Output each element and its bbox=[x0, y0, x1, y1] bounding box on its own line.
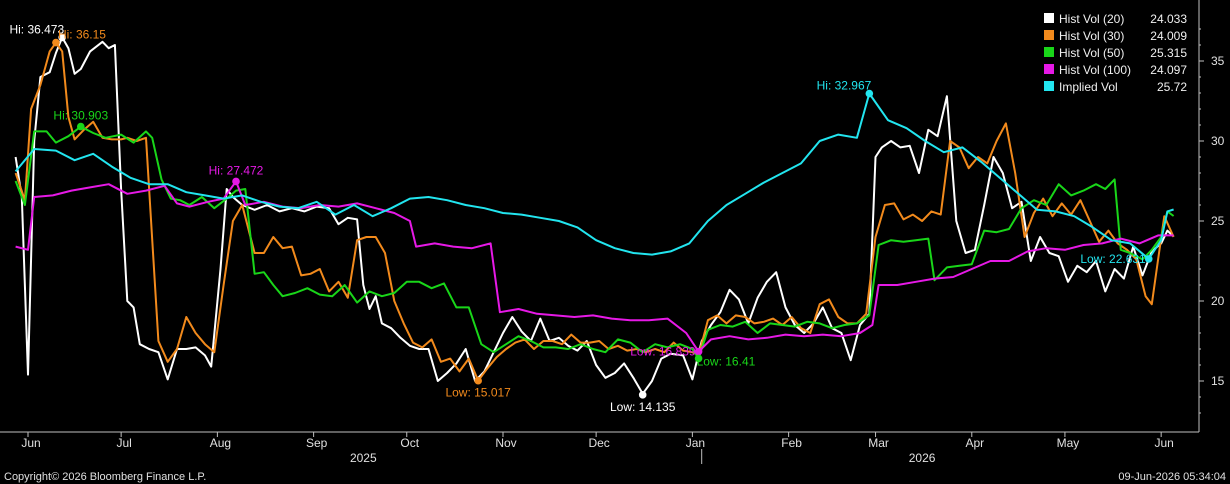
legend-swatch-hv30 bbox=[1044, 30, 1054, 40]
series-line-implied bbox=[14, 92, 1174, 260]
annotation-label: Low: 16.41 bbox=[697, 354, 756, 368]
legend-value: 25.315 bbox=[1150, 46, 1187, 60]
marker-hv50 bbox=[76, 122, 85, 131]
annotation-label: Low: 16.839 bbox=[630, 345, 696, 359]
x-tick-label: Oct bbox=[400, 436, 419, 450]
legend-box bbox=[1036, 5, 1196, 98]
annotation-label: Hi: 36.15 bbox=[58, 28, 106, 42]
legend-value: 24.097 bbox=[1150, 63, 1187, 77]
y-tick-label: 25 bbox=[1211, 214, 1225, 228]
series-line-hv100 bbox=[15, 180, 1174, 353]
annotation-label: Hi: 32.967 bbox=[817, 79, 872, 93]
marker-hv20 bbox=[58, 33, 66, 42]
y-tick-label: 30 bbox=[1211, 134, 1225, 148]
legend-label: Hist Vol (20) bbox=[1059, 12, 1124, 26]
x-year-label: 2025 bbox=[350, 451, 377, 465]
marker-implied bbox=[1144, 255, 1153, 263]
x-tick-label: Jan bbox=[686, 436, 705, 450]
timestamp-text: 09-Jun-2026 05:34:04 bbox=[1118, 471, 1226, 483]
marker-hv100 bbox=[232, 177, 240, 186]
legend: Hist Vol (20) 24.033 Hist Vol (30) 24.009 Hi… bbox=[1036, 5, 1196, 98]
x-tick-label: May bbox=[1057, 436, 1080, 450]
legend-value: 24.033 bbox=[1150, 12, 1187, 26]
x-tick-label: Sep bbox=[306, 436, 328, 450]
x-tick-label: Aug bbox=[210, 436, 231, 450]
y-tick-label: 20 bbox=[1211, 294, 1225, 308]
legend-swatch-hv50 bbox=[1044, 47, 1054, 57]
legend-label: Implied Vol bbox=[1059, 80, 1118, 94]
series-lines bbox=[14, 36, 1175, 395]
x-tick-label: Apr bbox=[965, 436, 984, 450]
series-line-hv30 bbox=[14, 41, 1175, 382]
legend-swatch-hv100 bbox=[1044, 64, 1054, 74]
legend-value: 24.009 bbox=[1150, 29, 1187, 43]
annotation-label: Hi: 36.473 bbox=[9, 22, 64, 36]
x-tick-label: Jun bbox=[1154, 436, 1173, 450]
marker-hv30 bbox=[474, 376, 482, 385]
legend-swatch-hv20 bbox=[1044, 13, 1054, 23]
y-tick-label: 15 bbox=[1211, 374, 1225, 388]
legend-label: Hist Vol (50) bbox=[1059, 46, 1124, 60]
series-line-hv20 bbox=[14, 36, 1175, 395]
marker-hv50 bbox=[694, 354, 703, 363]
x-tick-label: Mar bbox=[868, 436, 889, 450]
x-tick-label: Jul bbox=[116, 436, 131, 450]
x-tick-label: Dec bbox=[588, 436, 609, 450]
marker-hv30 bbox=[52, 38, 60, 47]
annotation-label: Hi: 30.903 bbox=[53, 109, 108, 123]
x-year-label: 2026 bbox=[909, 451, 936, 465]
legend-value: 25.72 bbox=[1157, 80, 1187, 94]
copyright-text: Copyright© 2026 Bloomberg Finance L.P. bbox=[4, 471, 207, 483]
x-tick-label: Nov bbox=[495, 436, 516, 450]
series-line-hv50 bbox=[14, 125, 1175, 360]
x-tick-label: Jun bbox=[21, 436, 40, 450]
x-tick-label: Feb bbox=[781, 436, 802, 450]
annotation-label: Hi: 27.472 bbox=[209, 163, 264, 177]
marker-hv100 bbox=[694, 347, 703, 356]
y-tick-label: 35 bbox=[1211, 54, 1225, 68]
marker-hv20 bbox=[638, 391, 647, 399]
annotation-label: Low: 14.135 bbox=[610, 400, 676, 414]
marker-implied bbox=[865, 89, 874, 98]
annotation-label: Low: 22.631 bbox=[1080, 252, 1146, 266]
legend-label: Hist Vol (100) bbox=[1059, 63, 1131, 77]
annotation-label: Low: 15.017 bbox=[445, 386, 511, 400]
legend-swatch-implied bbox=[1044, 81, 1054, 91]
legend-label: Hist Vol (30) bbox=[1059, 29, 1124, 43]
